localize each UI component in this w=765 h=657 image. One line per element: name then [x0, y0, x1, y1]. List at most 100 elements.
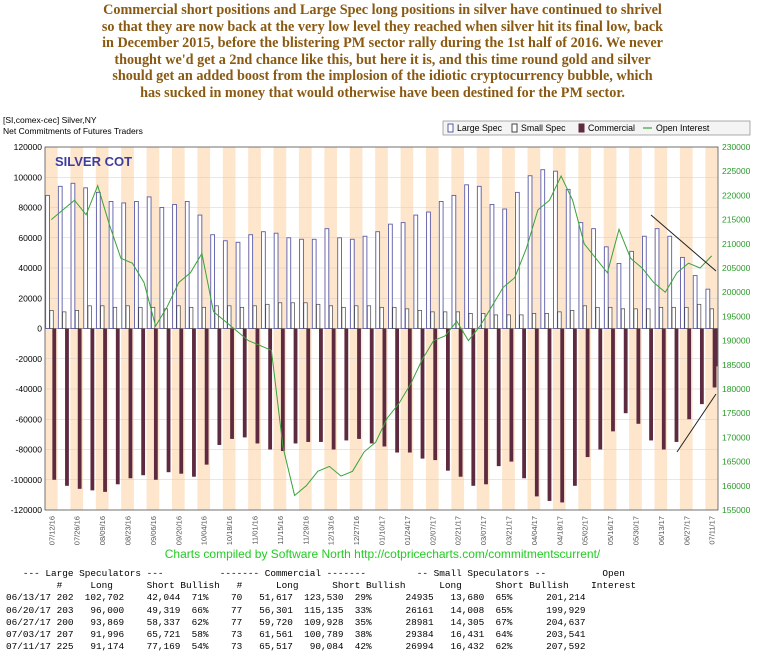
small-spec-bar — [214, 305, 219, 329]
commercial-bar — [52, 328, 57, 480]
small-spec-bar — [570, 310, 575, 329]
trend-lines — [650, 214, 717, 453]
small-spec-bar — [341, 306, 346, 329]
small-spec-bar — [138, 306, 143, 329]
x-axis-tick-label: 11/01/16 — [251, 516, 260, 545]
right-axis-tick-label: 165000 — [722, 457, 751, 467]
large-spec-bar — [603, 246, 609, 329]
commercial-bar — [699, 328, 704, 405]
right-axis-tick-label: 155000 — [722, 505, 751, 515]
small-spec-bar — [176, 305, 181, 329]
commercial-bar — [204, 328, 209, 465]
large-spec-bar — [172, 204, 177, 329]
x-axis-tick-label: 03/21/17 — [504, 516, 513, 545]
commercial-bar — [90, 328, 95, 491]
large-spec-bar — [692, 275, 698, 329]
x-axis-tick-label: 06/27/17 — [682, 516, 691, 545]
headline-line: thought we'd get a 2nd chance like this,… — [114, 51, 651, 68]
right-axis-tick-label: 220000 — [722, 190, 751, 200]
small-spec-bar — [87, 305, 92, 329]
legend-swatch — [447, 123, 454, 133]
small-spec-bar — [443, 311, 448, 329]
large-spec-bar — [451, 194, 457, 329]
commercial-bar — [598, 328, 603, 450]
x-axis-tick-label: 02/07/17 — [428, 516, 437, 545]
commercial-bar — [77, 328, 82, 489]
left-axis-tick-label: -120000 — [11, 505, 42, 515]
right-axis-tick-label: 225000 — [722, 166, 751, 176]
commercial-bar — [433, 328, 438, 461]
legend-label: Open Interest — [656, 123, 710, 133]
small-spec-bar — [468, 313, 473, 329]
x-axis-tick-label: 09/06/16 — [149, 516, 158, 545]
small-spec-bar — [74, 310, 80, 329]
small-spec-bar — [290, 302, 295, 329]
left-axis-tick-label: -100000 — [11, 475, 42, 485]
commercial-bar — [509, 328, 514, 462]
left-axis-tick-label: -20000 — [16, 354, 43, 364]
large-spec-bar — [502, 208, 508, 329]
chart-credit: Charts compiled by Software North http:/… — [164, 547, 601, 561]
commercial-bar — [179, 328, 184, 474]
commercial-bar — [623, 328, 628, 414]
x-axis-tick-label: 12/13/16 — [327, 516, 336, 545]
large-spec-bar — [337, 237, 342, 329]
right-axis-tick-label: 215000 — [722, 215, 751, 225]
commercial-bar — [369, 328, 374, 444]
small-spec-bar — [405, 308, 410, 329]
small-spec-bar — [354, 305, 359, 329]
large-spec-bar — [108, 200, 114, 329]
large-spec-bar — [349, 238, 355, 329]
commercial-bar — [141, 328, 146, 476]
right-axis-tick-label: 205000 — [722, 263, 751, 273]
headline-commentary: Commercial short positions and Large Spe… — [0, 2, 765, 102]
small-spec-bar — [49, 310, 54, 329]
legend-swatch — [578, 123, 585, 133]
table-header-columns: # Long Short Bullish # Long Short Bullis… — [6, 580, 637, 592]
small-spec-bar — [316, 303, 321, 329]
small-spec-bar — [493, 314, 499, 329]
small-spec-bar — [455, 311, 460, 329]
commercial-bar — [344, 328, 349, 441]
commercial-bar — [572, 328, 577, 486]
commercial-bar — [471, 328, 476, 486]
commercial-bar — [103, 328, 107, 492]
x-axis-tick-label: 08/23/16 — [124, 516, 133, 545]
small-spec-bar — [519, 314, 524, 329]
commercial-bar — [306, 328, 311, 442]
commercial-bar — [496, 328, 501, 467]
small-spec-bar — [417, 310, 422, 329]
large-spec-bar — [578, 222, 584, 329]
commercial-bar — [395, 328, 400, 453]
plot-frame — [44, 146, 719, 511]
small-spec-bar — [189, 306, 194, 329]
large-spec-bar — [515, 191, 520, 329]
commercial-bar — [661, 328, 666, 450]
large-spec-bar — [184, 200, 190, 329]
small-spec-bar — [366, 305, 372, 329]
commercial-bar — [484, 328, 488, 485]
large-spec-bar — [629, 250, 635, 329]
commercial-bar — [65, 328, 69, 486]
small-spec-bar — [697, 303, 702, 329]
chart-legend: Large Spec Small Spec Commercial Open Inter… — [442, 120, 751, 136]
commercial-bar — [357, 328, 361, 439]
x-axis-tick-label: 07/11/17 — [708, 516, 717, 545]
left-axis-tick-label: -40000 — [16, 384, 43, 394]
small-spec-bar — [328, 305, 333, 329]
small-spec-bar — [379, 306, 384, 329]
left-axis-tick-label: 20000 — [18, 293, 42, 303]
headline-line: has sucked in money that would otherwise… — [140, 84, 625, 101]
right-axis-tick-label: 190000 — [722, 336, 751, 346]
right-axis-tick-label: 175000 — [722, 408, 751, 418]
x-axis-tick-label: 06/13/17 — [657, 516, 666, 545]
commercial-bar — [255, 328, 260, 444]
commercial-bar — [585, 328, 590, 458]
commercial-bar — [331, 328, 336, 450]
large-spec-bar — [311, 238, 317, 329]
chart-title: SILVER COT — [55, 154, 132, 169]
commercial-bar — [280, 328, 285, 452]
table-header-groups: --- Large Speculators --- ------- Commer… — [6, 568, 625, 579]
commercial-bar — [217, 328, 222, 445]
